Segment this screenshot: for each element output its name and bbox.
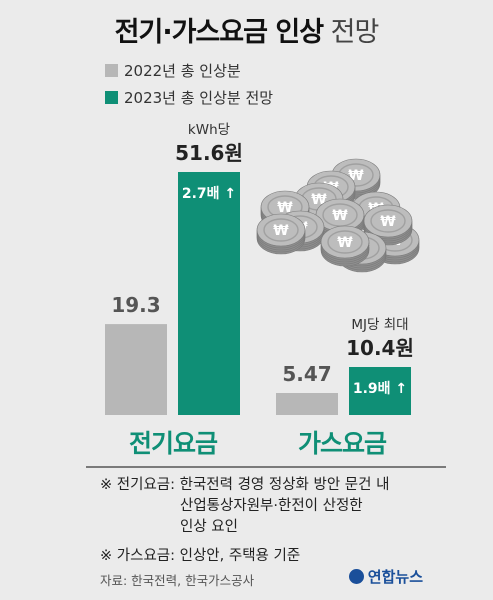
logo-mark-icon: [348, 569, 364, 584]
bar-2023-0: [178, 172, 240, 415]
svg-text:₩: ₩: [332, 208, 348, 224]
note-electric: ※ 전기요금: 한국전력 경영 정상화 방안 문건 내: [100, 477, 390, 493]
note-electric-cont2: 인상 요인: [180, 519, 238, 535]
legend-item-2022: 2022년 총 인상분: [105, 60, 241, 81]
svg-text:₩: ₩: [380, 214, 396, 230]
svg-text:₩: ₩: [337, 235, 353, 251]
divider: [86, 466, 446, 468]
unit-label-0: kWh당: [188, 122, 230, 138]
legend-item-2023: 2023년 총 인상분 전망: [105, 87, 273, 108]
bars-group: 19.3 51.6원 kWh당 2.7배 ↑ 5.47 10.4원 MJ당 최대 1.9배 ↑: [105, 122, 414, 415]
coin-5: ₩: [315, 198, 365, 240]
won-coin-stack-icon: ₩₩₩₩₩₩₩₩₩₩₩₩: [256, 158, 420, 273]
bar-2022-0: [105, 324, 167, 415]
value-label-2023-0: 51.6원: [175, 141, 243, 165]
yonhap-logo: 연합뉴스: [348, 566, 423, 587]
growth-label-1: 1.9배 ↑: [353, 381, 407, 397]
value-label-2022-1: 5.47: [282, 362, 331, 386]
note-gas: ※ 가스요금: 인상안, 주택용 기준: [100, 548, 301, 564]
legend-label-2022: 2022년 총 인상분: [124, 62, 241, 80]
coin-10: ₩: [256, 213, 306, 255]
legend-swatch-gray: [105, 64, 118, 77]
category-label-electric: 전기요금: [129, 429, 218, 458]
value-label-2023-1: 10.4원: [346, 336, 414, 360]
growth-label-0: 2.7배 ↑: [182, 186, 236, 202]
footnotes: ※ 전기요금: 한국전력 경영 정상화 방안 문건 내 산업통상자원부·한전이 …: [100, 475, 389, 567]
legend-label-2023: 2023년 총 인상분 전망: [124, 89, 274, 107]
note-electric-cont: 산업통상자원부·한전이 산정한: [180, 498, 363, 514]
title-bold: 전기·가스요금 인상: [114, 17, 324, 48]
logo-text: 연합뉴스: [367, 568, 423, 586]
value-label-2022-0: 19.3: [111, 293, 160, 317]
svg-text:₩: ₩: [273, 223, 289, 239]
bar-2022-1: [276, 393, 338, 415]
bar-2023-1: [349, 367, 411, 415]
coin-11: ₩: [320, 225, 370, 267]
category-label-gas: 가스요금: [298, 429, 387, 458]
source-text: 자료: 한국전력, 한국가스공사: [100, 573, 255, 588]
unit-label-1: MJ당 최대: [351, 317, 408, 333]
title-light: 전망: [330, 17, 380, 48]
svg-text:₩: ₩: [277, 200, 293, 216]
page-title: 전기·가스요금 인상 전망: [0, 10, 493, 49]
legend-swatch-teal: [105, 91, 118, 104]
